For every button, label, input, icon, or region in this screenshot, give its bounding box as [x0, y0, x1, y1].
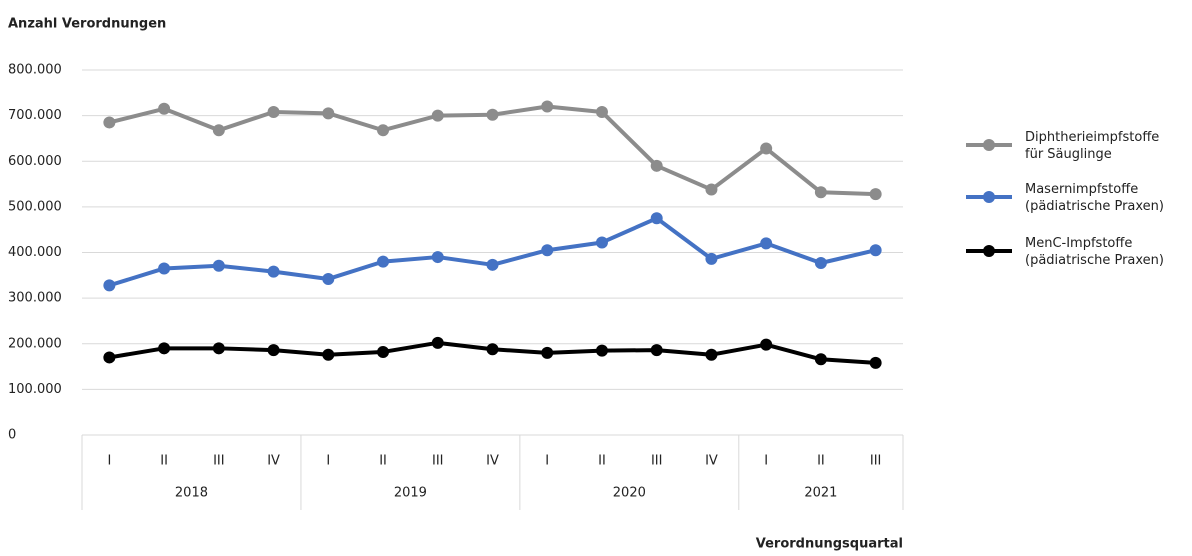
x-tick-label: II — [379, 454, 387, 469]
data-point — [869, 356, 882, 369]
x-tick-label: III — [870, 454, 882, 469]
x-axis-title: Verordnungsquartal — [756, 537, 903, 552]
data-point — [158, 342, 171, 355]
data-point — [650, 212, 663, 225]
x-tick-label: I — [764, 454, 768, 469]
data-point — [322, 348, 335, 361]
legend-marker — [983, 245, 995, 257]
y-tick-label: 200.000 — [8, 336, 62, 351]
data-point — [760, 237, 773, 250]
legend-label: Diphtherieimpfstoffe für Säuglinge — [1025, 130, 1159, 162]
data-point — [814, 186, 827, 199]
x-tick-label: I — [545, 454, 549, 469]
data-point — [869, 244, 882, 257]
data-point — [595, 236, 608, 249]
series-line — [108, 216, 877, 288]
y-tick-label: 0 — [8, 428, 16, 443]
data-point — [486, 343, 499, 356]
x-tick-label: II — [160, 454, 168, 469]
data-point — [212, 259, 225, 272]
data-point — [212, 124, 225, 137]
data-point — [212, 342, 225, 355]
data-point — [377, 255, 390, 268]
data-point — [103, 279, 116, 292]
x-tick-label: II — [817, 454, 825, 469]
x-tick-label: I — [107, 454, 111, 469]
data-point — [650, 344, 663, 357]
data-point — [103, 116, 116, 129]
x-tick-label: III — [213, 454, 225, 469]
x-group-label: 2021 — [804, 486, 837, 501]
data-point — [158, 102, 171, 115]
x-tick-label: IV — [705, 454, 718, 469]
x-group-label: 2019 — [394, 486, 427, 501]
data-point — [650, 159, 663, 172]
x-tick-label: II — [598, 454, 606, 469]
legend-label: Masernimpfstoffe (pädiatrische Praxen) — [1025, 182, 1164, 214]
y-tick-label: 100.000 — [8, 382, 62, 397]
x-tick-label: IV — [486, 454, 499, 469]
y-tick-label: 300.000 — [8, 291, 62, 306]
data-point — [760, 142, 773, 155]
x-group-label: 2018 — [175, 486, 208, 501]
x-tick-label: III — [651, 454, 663, 469]
x-tick-label: I — [326, 454, 330, 469]
data-point — [322, 107, 335, 120]
chart-title: Anzahl Verordnungen — [8, 17, 166, 32]
data-point — [322, 272, 335, 285]
data-point — [705, 348, 718, 361]
data-point — [431, 336, 444, 349]
data-point — [267, 105, 280, 118]
x-tick-label: III — [432, 454, 444, 469]
legend-marker — [983, 191, 995, 203]
legend-marker — [983, 139, 995, 151]
data-point — [267, 344, 280, 357]
data-point — [431, 251, 444, 264]
data-point — [486, 258, 499, 271]
y-tick-label: 800.000 — [8, 63, 62, 78]
data-point — [267, 265, 280, 278]
data-point — [377, 124, 390, 137]
data-point — [486, 108, 499, 121]
y-tick-label: 400.000 — [8, 245, 62, 260]
legend-label: MenC-Impfstoffe (pädiatrische Praxen) — [1025, 236, 1164, 268]
data-point — [814, 353, 827, 366]
data-point — [377, 345, 390, 358]
data-point — [595, 344, 608, 357]
data-point — [760, 338, 773, 351]
y-tick-label: 500.000 — [8, 199, 62, 214]
data-point — [814, 256, 827, 269]
x-tick-label: IV — [267, 454, 280, 469]
data-point — [595, 105, 608, 118]
y-tick-label: 600.000 — [8, 154, 62, 169]
data-point — [705, 252, 718, 265]
data-point — [103, 351, 116, 364]
data-point — [541, 346, 554, 359]
data-point — [431, 109, 444, 122]
data-point — [541, 100, 554, 113]
data-point — [541, 244, 554, 257]
data-point — [869, 188, 882, 201]
data-point — [705, 183, 718, 196]
data-point — [158, 262, 171, 275]
x-group-label: 2020 — [613, 486, 646, 501]
y-tick-label: 700.000 — [8, 108, 62, 123]
